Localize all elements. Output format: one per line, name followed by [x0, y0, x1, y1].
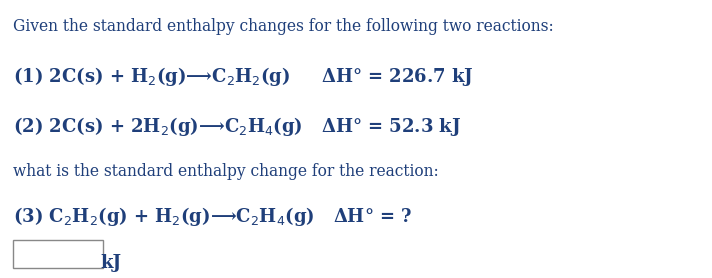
Bar: [13, 240, 103, 268]
Text: kJ: kJ: [100, 254, 121, 272]
Text: (2) 2C(s) + 2H$_2$(g)⟶C$_2$H$_4$(g)   ΔH° = 52.3 kJ: (2) 2C(s) + 2H$_2$(g)⟶C$_2$H$_4$(g) ΔH° …: [13, 115, 461, 138]
Text: (3) C$_2$H$_2$(g) + H$_2$(g)⟶C$_2$H$_4$(g)   ΔH° = ?: (3) C$_2$H$_2$(g) + H$_2$(g)⟶C$_2$H$_4$(…: [13, 205, 412, 228]
Text: what is the standard enthalpy change for the reaction:: what is the standard enthalpy change for…: [13, 163, 439, 180]
Text: Given the standard enthalpy changes for the following two reactions:: Given the standard enthalpy changes for …: [13, 18, 554, 35]
Text: (1) 2C(s) + H$_2$(g)⟶C$_2$H$_2$(g)     ΔH° = 226.7 kJ: (1) 2C(s) + H$_2$(g)⟶C$_2$H$_2$(g) ΔH° =…: [13, 65, 473, 88]
